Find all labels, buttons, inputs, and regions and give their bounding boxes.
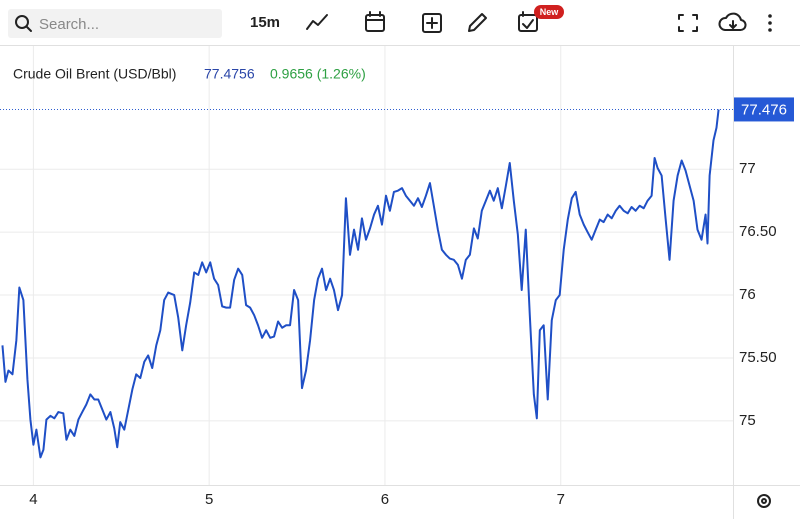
x-tick-label: 5 [205,491,213,508]
add-icon[interactable] [422,13,442,33]
fullscreen-icon[interactable] [678,14,698,32]
search-icon [15,15,29,29]
x-tick-label: 7 [557,491,565,508]
current-price-label: 77.476 [741,101,787,118]
y-tick-label: 77 [739,160,756,177]
y-tick-label: 75.50 [739,349,777,366]
search-box[interactable] [8,9,222,38]
search-icon [25,25,32,32]
price-change: 0.9656 (1.26%) [270,66,366,82]
x-tick-label: 6 [381,491,389,508]
chart-type-icon[interactable] [306,14,328,30]
y-tick-label: 76 [739,286,756,303]
download-icon[interactable] [718,12,747,31]
settings-icon[interactable] [757,494,771,508]
calendar-icon[interactable] [365,11,385,32]
menu-icon[interactable] [768,14,772,32]
search-placeholder: Search... [39,16,99,33]
last-price: 77.4756 [204,66,255,82]
new-badge-text: New [540,7,560,17]
toolbar: Search... 15m New [0,5,800,46]
price-line [1,109,720,459]
x-tick-label: 4 [29,491,37,508]
y-tick-label: 76.50 [739,223,777,240]
plot [0,108,733,459]
instrument-title: Crude Oil Brent (USD/Bbl) [13,66,176,82]
y-tick-label: 75 [739,412,756,429]
draw-icon[interactable] [468,13,487,32]
events-icon[interactable] [518,11,538,32]
current-price-tag [734,97,794,122]
new-badge [534,5,564,19]
interval-button[interactable]: 15m [250,14,280,31]
